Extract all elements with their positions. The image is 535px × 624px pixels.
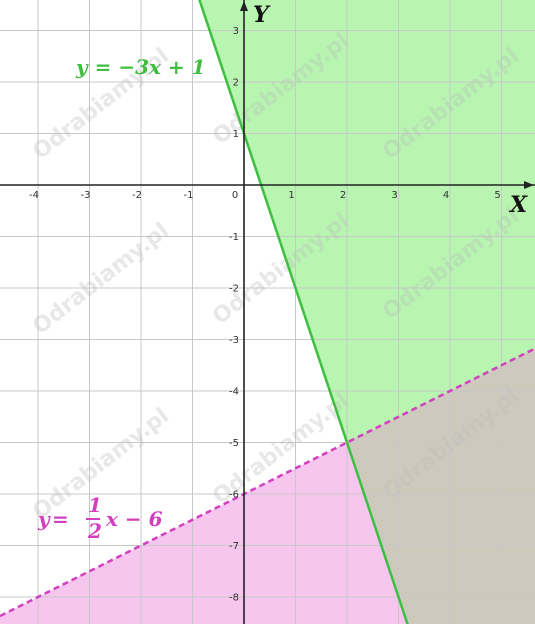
- y-tick-label: -1: [229, 232, 239, 243]
- x-tick-label: -2: [132, 190, 142, 201]
- y-tick-label: -5: [229, 438, 239, 449]
- y-tick-label: -2: [229, 284, 239, 295]
- y-tick-label: -8: [229, 593, 239, 604]
- x-tick-label: 4: [443, 190, 449, 201]
- x-tick-label: -1: [184, 190, 194, 201]
- equation-line1-lhs: y: [75, 55, 89, 79]
- y-tick-label: -6: [229, 490, 239, 501]
- y-tick-label: -4: [229, 387, 239, 398]
- y-tick-label: -3: [229, 335, 239, 346]
- svg-text:y = −3x + 1: y = −3x + 1: [75, 55, 206, 79]
- equation-line2-lhs: y: [37, 507, 51, 531]
- equation-label-line1: y = −3x + 1: [75, 55, 206, 79]
- y-axis-label: Y: [253, 2, 271, 28]
- equation-line2-numerator: 1: [88, 493, 102, 517]
- equation-label-line2: y = 1 2 x − 6: [37, 493, 163, 543]
- watermarks: Odrabiamy.pl Odrabiamy.pl Odrabiamy.plOdra…: [28, 28, 524, 524]
- y-tick-label: 2: [233, 78, 239, 89]
- x-tick-label: -3: [81, 190, 91, 201]
- x-axis-arrow: [524, 181, 534, 189]
- x-tick-label: 0: [232, 190, 238, 201]
- x-axis-label: X: [508, 192, 528, 218]
- x-tick-label: 5: [494, 190, 500, 201]
- svg-text:=: =: [52, 507, 69, 531]
- equation-line2-denominator: 2: [87, 519, 102, 543]
- equation-line1-rhs: −3x + 1: [118, 55, 205, 79]
- y-tick-label: 1: [233, 129, 239, 140]
- y-axis-arrow: [240, 1, 248, 11]
- y-tick-label: -7: [229, 541, 239, 552]
- y-tick-label: 3: [233, 26, 239, 37]
- x-tick-label: 3: [391, 190, 397, 201]
- x-tick-label: 1: [288, 190, 294, 201]
- x-tick-label: 2: [340, 190, 346, 201]
- x-tick-label: -4: [29, 190, 39, 201]
- equation-line2-rest: x − 6: [105, 507, 163, 531]
- region-overlap: [347, 348, 535, 624]
